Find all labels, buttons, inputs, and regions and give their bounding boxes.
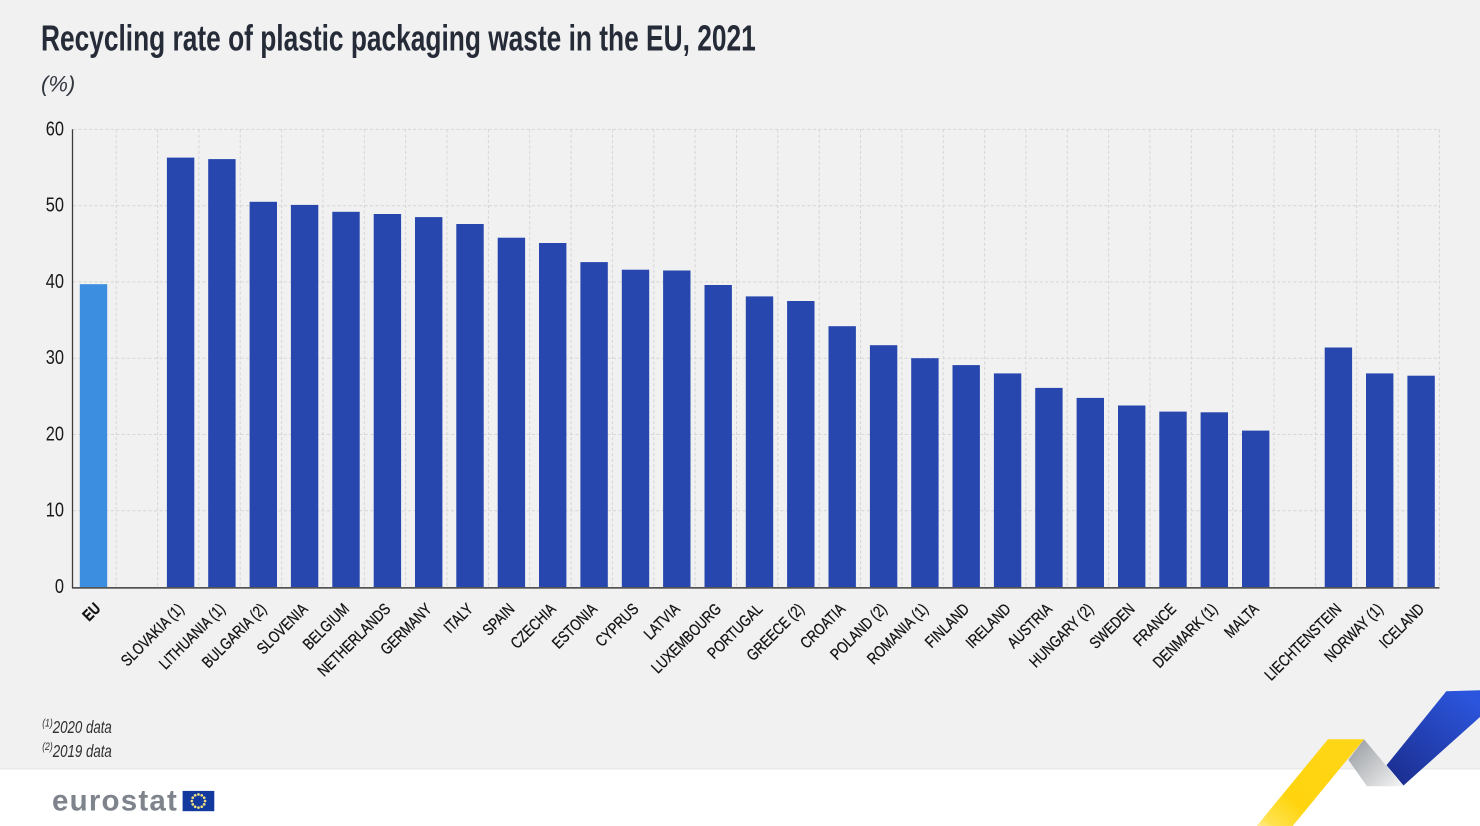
svg-text:2020 data: 2020 data xyxy=(52,719,112,738)
svg-text:(%): (%) xyxy=(41,72,75,97)
svg-text:Recycling rate of plastic pack: Recycling rate of plastic packaging wast… xyxy=(41,17,756,58)
svg-text:eurostat: eurostat xyxy=(52,785,178,818)
svg-text:0: 0 xyxy=(55,574,64,597)
svg-text:40: 40 xyxy=(46,269,64,292)
svg-text:60: 60 xyxy=(46,117,64,140)
svg-text:2019 data: 2019 data xyxy=(52,742,112,761)
svg-text:20: 20 xyxy=(46,422,64,445)
svg-text:10: 10 xyxy=(46,498,64,521)
svg-text:(2): (2) xyxy=(42,741,52,753)
svg-text:30: 30 xyxy=(46,346,64,369)
svg-text:(1): (1) xyxy=(42,717,52,729)
svg-text:50: 50 xyxy=(46,193,64,216)
